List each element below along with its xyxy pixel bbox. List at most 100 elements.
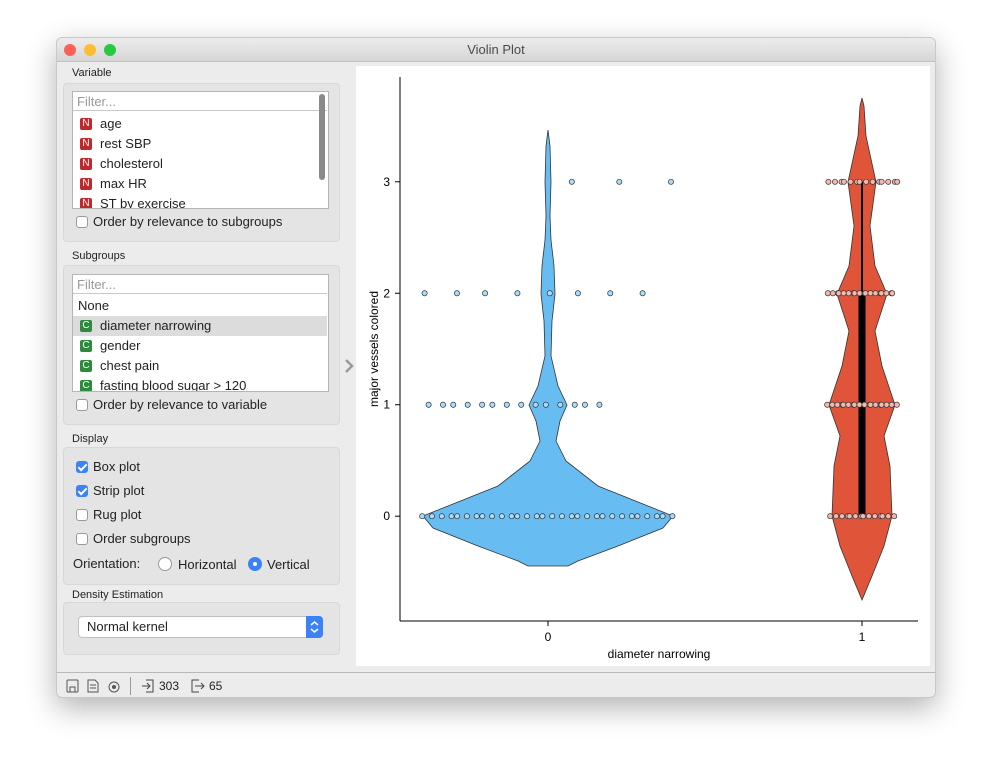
item-name: fasting blood sugar > 120 [100, 378, 247, 392]
strip-point [861, 401, 868, 408]
strip-point [619, 513, 626, 520]
strip-point [574, 290, 581, 297]
strip-point [539, 513, 546, 520]
display-box [63, 447, 340, 585]
checkbox-label: Rug plot [93, 507, 142, 522]
strip-point [889, 290, 896, 297]
strip-point [644, 513, 651, 520]
title-bar: Violin Plot [57, 38, 935, 62]
badge: N [80, 118, 92, 130]
checkbox[interactable] [76, 509, 88, 521]
scrollbar[interactable] [319, 94, 325, 180]
filter-input[interactable]: Filter... [73, 92, 327, 111]
strip-point [634, 513, 641, 520]
strip-point [568, 513, 575, 520]
radio[interactable] [158, 557, 172, 571]
strip-point [533, 513, 540, 520]
strip-point [840, 401, 847, 408]
strip-point [891, 513, 898, 520]
list-item[interactable]: None [73, 296, 327, 316]
strip-point [862, 290, 869, 297]
checkbox-label: Order by relevance to subgroups [93, 214, 283, 229]
strip-point [832, 178, 838, 185]
strip-point [871, 513, 878, 520]
item-name: None [78, 298, 110, 313]
strip-point [839, 513, 845, 520]
strip-point [856, 401, 863, 408]
strip-point [450, 401, 457, 408]
violin-plot: 0 1 2 3 0 1 diameter narrowing major vessels co… [356, 66, 930, 666]
list-item[interactable]: N ST by exercise [73, 194, 327, 208]
strip-point [824, 290, 831, 297]
badge: N [80, 138, 92, 150]
strip-point [863, 178, 870, 185]
combo-box[interactable]: Normal kernel [78, 616, 323, 638]
combo-arrow [306, 616, 323, 638]
strip-point [824, 401, 831, 408]
y-axis-label: major vessels colored [367, 291, 381, 407]
strip-point [464, 401, 471, 408]
strip-point [846, 513, 853, 520]
zoom-button[interactable] [104, 44, 116, 56]
x-tick-label: 0 [545, 630, 552, 644]
strip-point [834, 401, 841, 408]
strip-point [559, 513, 565, 520]
strip-point [872, 290, 879, 297]
strip-point [498, 513, 505, 520]
strip-point [856, 290, 863, 297]
strip-point [894, 178, 901, 185]
strip-point [514, 290, 521, 297]
orientation-label: Orientation: [73, 556, 141, 571]
strip-point [847, 178, 854, 185]
strip-point [856, 178, 863, 185]
checkbox[interactable] [76, 399, 88, 411]
checkbox[interactable] [76, 485, 88, 497]
strip-point [659, 513, 666, 520]
collapse-arrow[interactable] [343, 358, 355, 374]
x-axis-label: diameter narrowing [608, 647, 711, 661]
filter-input[interactable]: Filter... [73, 275, 327, 294]
strip-point [425, 401, 432, 408]
combo-value: Normal kernel [87, 619, 168, 634]
badge: C [80, 340, 92, 352]
badge: N [80, 178, 92, 190]
strip-point [479, 513, 486, 520]
separator [130, 677, 131, 695]
checkbox-label: Strip plot [93, 483, 145, 498]
section-label: Density Estimation [72, 589, 164, 601]
y-tick-label: 0 [383, 509, 390, 523]
strip-point [616, 178, 623, 185]
minimize-button[interactable] [84, 44, 96, 56]
strip-point [549, 513, 556, 520]
strip-point [885, 513, 892, 520]
strip-point [878, 401, 885, 408]
checkbox[interactable] [76, 461, 88, 473]
strip-point [503, 401, 510, 408]
input-count: 303 [159, 679, 180, 693]
checkbox[interactable] [76, 216, 88, 228]
section-label: Subgroups [72, 250, 126, 262]
strip-point [546, 290, 553, 297]
checkbox-label: Order subgroups [93, 531, 191, 546]
strip-point [845, 401, 852, 408]
strip-point [833, 513, 840, 520]
strip-point [508, 513, 515, 520]
radio[interactable] [248, 557, 262, 571]
strip-point [878, 178, 885, 185]
checkbox[interactable] [76, 533, 88, 545]
strip-point [879, 513, 886, 520]
x-tick-label: 1 [859, 630, 866, 644]
strip-point [421, 290, 428, 297]
close-button[interactable] [64, 44, 76, 56]
strip-point [489, 401, 496, 408]
